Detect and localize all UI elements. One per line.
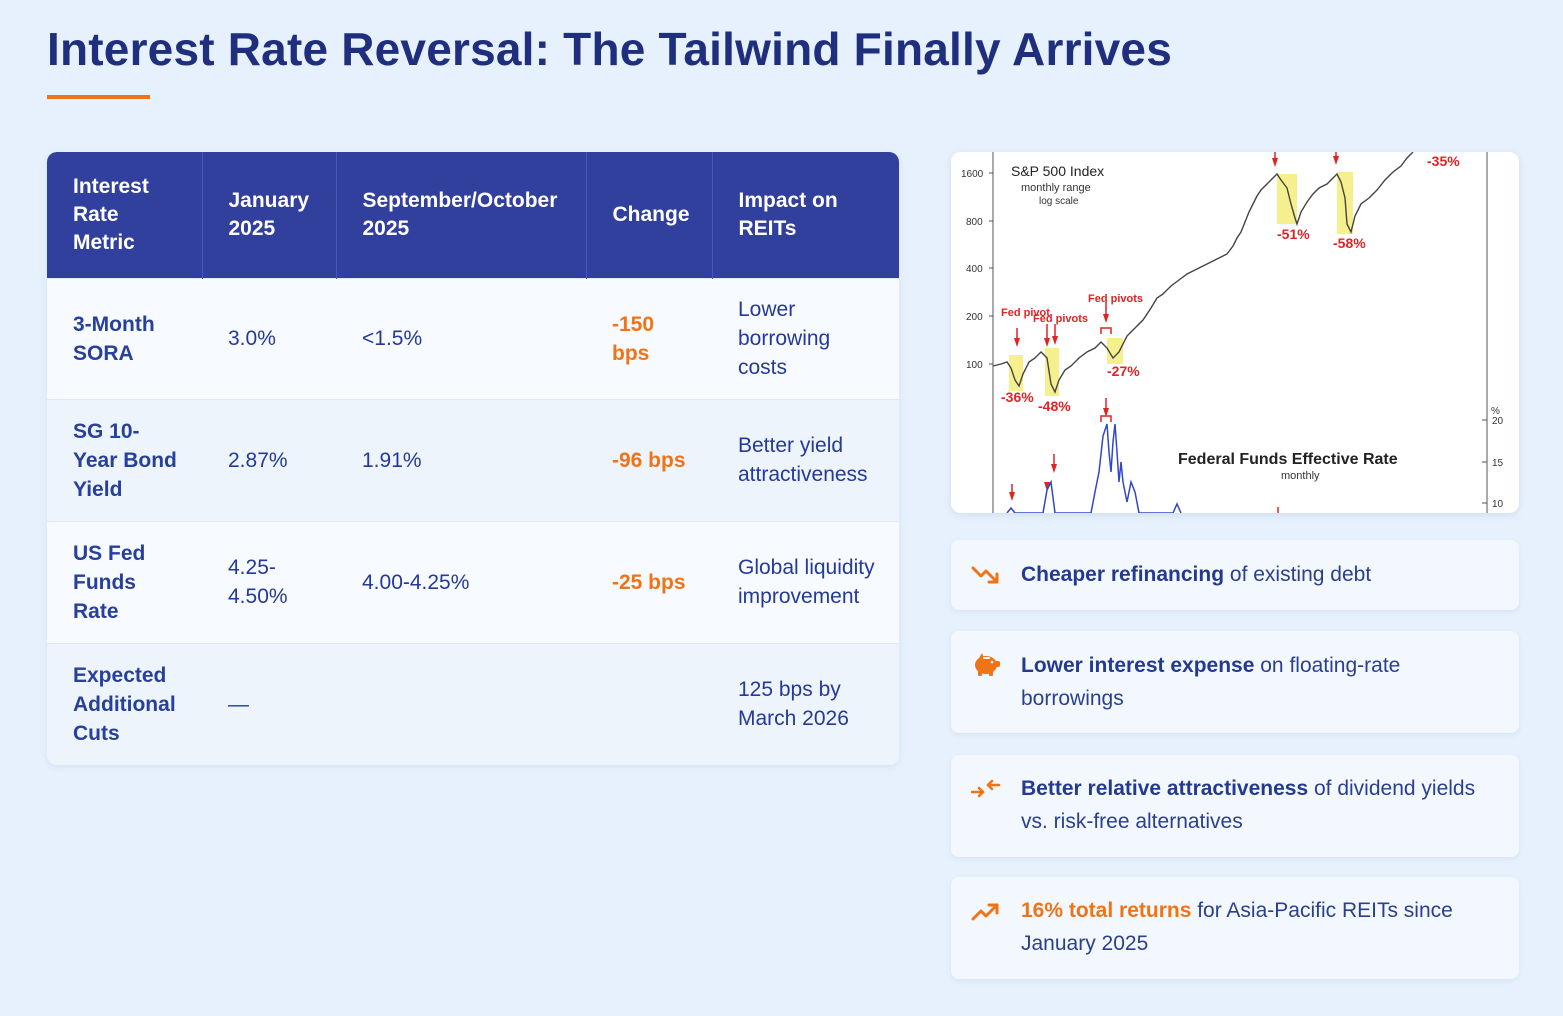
table-row: SG 10-Year Bond Yield 2.87% 1.91% -96 bp… (47, 398, 899, 521)
change-cell: -96 bps (586, 398, 712, 521)
y-tick-label: 400 (966, 264, 983, 275)
benefit-text: 16% total returns for Asia-Pacific REITs… (1021, 894, 1499, 960)
benefit-card: Better relative attractiveness of divide… (951, 755, 1519, 857)
impact-cell: Lower borrowing costs (712, 277, 899, 399)
benefit-text: Better relative attractiveness of divide… (1021, 772, 1499, 838)
january-cell: 2.87% (202, 398, 336, 521)
benefit-bold: Better relative attractiveness (1021, 777, 1309, 800)
header-january: January 2025 (202, 152, 337, 278)
change-cell (586, 642, 712, 765)
y-tick-label: 100 (966, 360, 983, 371)
sep-oct-cell: 1.91% (336, 398, 586, 521)
sp-subtitle-2: log scale (1039, 196, 1079, 207)
benefit-card: 16% total returns for Asia-Pacific REITs… (951, 877, 1519, 979)
fed-label: Fed pivot (1001, 307, 1050, 319)
table-row: US Fed Funds Rate 4.25-4.50% 4.00-4.25% … (47, 520, 899, 643)
benefit-rest: of dividend yields vs. risk-free alterna… (1021, 777, 1476, 833)
sep-oct-cell (336, 642, 586, 765)
drawdown-label: -35% (1427, 153, 1460, 169)
right-axis-unit: % (1491, 406, 1500, 417)
benefit-bold: 16% total returns (1021, 899, 1192, 922)
benefit-bold: Lower interest expense (1021, 654, 1255, 677)
ffr-subtitle: monthly (1281, 470, 1320, 482)
metric-cell: US Fed Funds Rate (47, 520, 202, 643)
impact-cell: Better yield attractiveness (712, 398, 899, 521)
header-metric: Interest Rate Metric (47, 152, 203, 278)
benefit-card: Cheaper refinancing of existing debt (951, 540, 1519, 610)
benefit-text: Lower interest expense on floating-rate … (1021, 649, 1499, 715)
benefit-rest: for Asia-Pacific REITs since January 202… (1021, 899, 1453, 955)
fed-label: Fed pivots (1088, 293, 1143, 305)
fed-funds-line (1006, 423, 1182, 513)
change-cell: -25 bps (586, 520, 712, 643)
table-row: Expected Additional Cuts — 125 bps by Ma… (47, 642, 899, 765)
drawdown-label: -58% (1333, 235, 1366, 251)
fed-label: Fed pivots (1033, 313, 1088, 325)
sep-oct-cell: <1.5% (336, 277, 586, 399)
sp-subtitle: monthly range (1021, 182, 1091, 194)
y-tick-label: 800 (966, 217, 983, 228)
benefit-bold: Cheaper refinancing (1021, 563, 1225, 586)
interest-rate-table: Interest Rate Metric January 2025 Septem… (47, 152, 899, 765)
benefit-text: Cheaper refinancing of existing debt (1021, 558, 1499, 591)
compress-arrows-icon (971, 779, 1001, 798)
impact-cell: 125 bps by March 2026 (712, 642, 899, 765)
impact-cell: Global liquidity improvement (712, 520, 899, 643)
january-cell: 3.0% (202, 277, 336, 399)
right-tick-label: 15 (1492, 458, 1504, 469)
y-tick-label: 200 (966, 312, 983, 323)
trend-up-icon (971, 903, 999, 921)
ffr-title: Federal Funds Effective Rate (1178, 451, 1398, 468)
table-header-row: Interest Rate Metric January 2025 Septem… (47, 152, 899, 278)
drawdown-label: -36% (1001, 389, 1034, 405)
sp-title: S&P 500 Index (1011, 163, 1104, 179)
benefit-rest: of existing debt (1224, 563, 1372, 586)
drawdown-highlights (1009, 172, 1353, 396)
y-tick-label: 1600 (961, 169, 984, 180)
red-arrow-stems (1011, 152, 1337, 492)
header-impact: Impact on REITs (712, 152, 899, 278)
january-cell: 4.25-4.50% (202, 520, 336, 643)
right-tick-label: 10 (1492, 499, 1504, 510)
chart-picture: 1600 800 400 200 100 S&P 500 Index month… (951, 152, 1519, 513)
metric-cell: Expected Additional Cuts (47, 642, 202, 765)
sep-oct-cell: 4.00-4.25% (336, 520, 586, 643)
drawdown-label: -48% (1038, 398, 1071, 414)
right-tick-label: 20 (1492, 416, 1504, 427)
red-arrows (1009, 156, 1339, 501)
y-axis-ticks: 1600 800 400 200 100 (961, 169, 993, 371)
title-underline (47, 95, 150, 99)
benefit-rest: on floating-rate borrowings (1021, 654, 1401, 710)
right-axis: % 20 15 10 (1482, 406, 1504, 510)
piggy-bank-icon (975, 653, 1000, 676)
sp500-fed-funds-chart-image: 1600 800 400 200 100 S&P 500 Index month… (951, 152, 1519, 513)
header-sep-oct: September/October 2025 (336, 152, 587, 278)
trend-down-icon (971, 566, 999, 584)
metric-cell: SG 10-Year Bond Yield (47, 398, 202, 521)
metric-cell: 3-Month SORA (47, 277, 202, 399)
table-row: 3-Month SORA 3.0% <1.5% -150 bps Lower b… (47, 277, 899, 399)
header-change: Change (586, 152, 713, 278)
sp500-line (992, 152, 1414, 394)
drawdown-label: -27% (1107, 363, 1140, 379)
benefit-card: Lower interest expense on floating-rate … (951, 631, 1519, 733)
page-title: Interest Rate Reversal: The Tailwind Fin… (47, 23, 1173, 75)
change-cell: -150 bps (586, 277, 712, 399)
drawdown-label: -51% (1277, 226, 1310, 242)
january-cell: — (202, 642, 336, 765)
